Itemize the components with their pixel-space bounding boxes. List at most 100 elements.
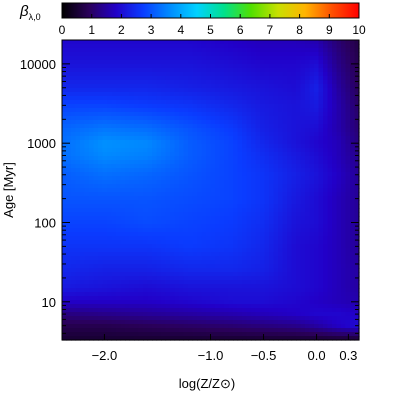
- heatmap-cell: [111, 216, 117, 221]
- heatmap-cell: [215, 272, 221, 277]
- heatmap-cell: [327, 40, 333, 45]
- heatmap-cell: [314, 84, 320, 89]
- heatmap-cell: [170, 116, 176, 121]
- heatmap-cell: [327, 48, 333, 53]
- heatmap-cell: [98, 212, 104, 217]
- heatmap-cell: [300, 96, 306, 101]
- heatmap-cell: [341, 308, 347, 313]
- heatmap-cell: [233, 144, 239, 149]
- heatmap-cell: [233, 120, 239, 125]
- heatmap-cell: [305, 140, 311, 145]
- heatmap-cell: [174, 276, 180, 281]
- heatmap-cell: [170, 184, 176, 189]
- heatmap-cell: [260, 140, 266, 145]
- heatmap-cell: [264, 72, 270, 77]
- heatmap-cell: [296, 80, 302, 85]
- heatmap-cell: [350, 280, 356, 285]
- heatmap-cell: [147, 168, 153, 173]
- heatmap-cell: [273, 264, 279, 269]
- heatmap-cell: [273, 60, 279, 65]
- heatmap-cell: [156, 224, 162, 229]
- heatmap-cell: [134, 128, 140, 133]
- heatmap-cell: [215, 76, 221, 81]
- heatmap-cell: [350, 156, 356, 161]
- heatmap-cell: [188, 56, 194, 61]
- heatmap-cell: [138, 64, 144, 69]
- heatmap-cell: [129, 156, 135, 161]
- heatmap-cell: [237, 204, 243, 209]
- heatmap-cell: [152, 116, 158, 121]
- heatmap-cell: [228, 264, 234, 269]
- heatmap-cell: [246, 152, 252, 157]
- heatmap-cell: [111, 64, 117, 69]
- heatmap-cell: [84, 56, 90, 61]
- heatmap-cell: [318, 256, 324, 261]
- heatmap-cell: [354, 124, 360, 129]
- heatmap-cell: [296, 288, 302, 293]
- heatmap-cell: [80, 256, 86, 261]
- heatmap-cell: [210, 164, 216, 169]
- heatmap-cell: [125, 228, 131, 233]
- heatmap-cell: [287, 288, 293, 293]
- heatmap-cell: [188, 52, 194, 57]
- heatmap-cell: [165, 180, 171, 185]
- heatmap-cell: [206, 168, 212, 173]
- heatmap-cell: [161, 172, 167, 177]
- heatmap-cell: [309, 60, 315, 65]
- heatmap-cell: [309, 168, 315, 173]
- heatmap-cell: [116, 140, 122, 145]
- heatmap-cell: [93, 80, 99, 85]
- heatmap-cell: [273, 256, 279, 261]
- heatmap-cell: [345, 152, 351, 157]
- heatmap-cell: [296, 180, 302, 185]
- heatmap-cell: [165, 240, 171, 245]
- heatmap-cell: [75, 180, 81, 185]
- heatmap-cell: [66, 188, 72, 193]
- heatmap-cell: [291, 200, 297, 205]
- heatmap-cell: [93, 320, 99, 325]
- heatmap-cell: [80, 316, 86, 321]
- heatmap-cell: [120, 164, 126, 169]
- heatmap-cell: [201, 128, 207, 133]
- heatmap-cell: [264, 284, 270, 289]
- heatmap-cell: [147, 316, 153, 321]
- heatmap-cell: [89, 136, 95, 141]
- heatmap-cell: [327, 80, 333, 85]
- heatmap-cell: [183, 68, 189, 73]
- heatmap-cell: [278, 68, 284, 73]
- heatmap-cell: [138, 76, 144, 81]
- heatmap-cell: [291, 152, 297, 157]
- heatmap-cell: [219, 264, 225, 269]
- heatmap-cell: [314, 128, 320, 133]
- heatmap-cell: [66, 48, 72, 53]
- heatmap-cell: [174, 240, 180, 245]
- heatmap-cell: [120, 280, 126, 285]
- heatmap-cell: [237, 164, 243, 169]
- heatmap-cell: [71, 76, 77, 81]
- heatmap-cell: [323, 48, 329, 53]
- heatmap-cell: [93, 276, 99, 281]
- heatmap-cell: [228, 88, 234, 93]
- heatmap-cell: [138, 208, 144, 213]
- heatmap-cell: [237, 88, 243, 93]
- heatmap-cell: [143, 160, 149, 165]
- heatmap-cell: [282, 332, 288, 337]
- heatmap-cell: [287, 196, 293, 201]
- heatmap-cell: [66, 108, 72, 113]
- heatmap-cell: [75, 68, 81, 73]
- heatmap-cell: [354, 108, 360, 113]
- heatmap-cell: [201, 236, 207, 241]
- heatmap-cell: [323, 40, 329, 45]
- heatmap-cell: [255, 64, 261, 69]
- heatmap-cell: [264, 224, 270, 229]
- heatmap-cell: [111, 276, 117, 281]
- heatmap-cell: [93, 264, 99, 269]
- heatmap-cell: [156, 236, 162, 241]
- heatmap-cell: [264, 248, 270, 253]
- heatmap-cell: [336, 320, 342, 325]
- heatmap-cell: [143, 212, 149, 217]
- heatmap-cell: [354, 204, 360, 209]
- heatmap-cell: [345, 224, 351, 229]
- heatmap-cell: [219, 272, 225, 277]
- heatmap-cell: [309, 280, 315, 285]
